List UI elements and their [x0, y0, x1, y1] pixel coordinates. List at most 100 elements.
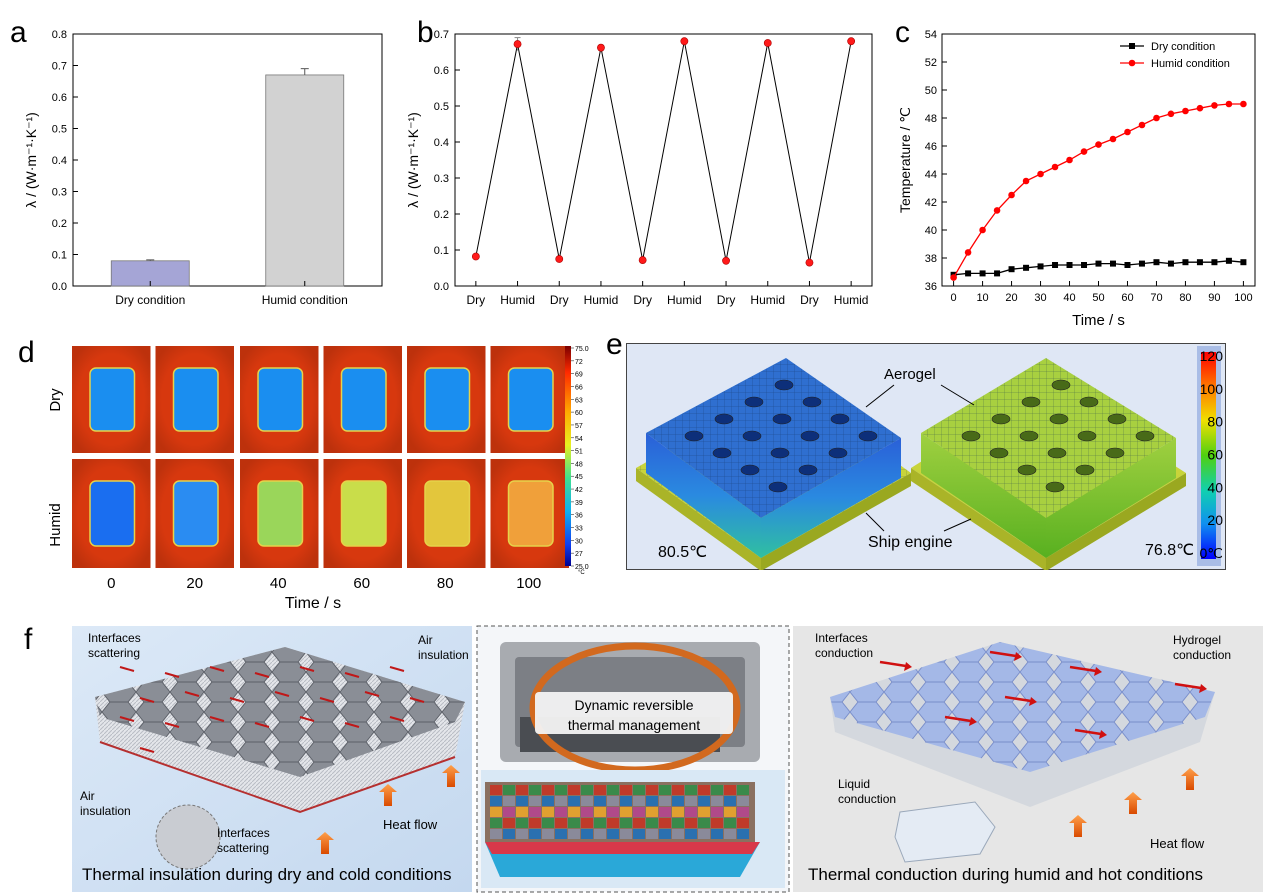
y-tick-label: 0.4 [52, 155, 67, 167]
conduction-arrow [989, 650, 1017, 658]
container [633, 829, 645, 839]
x-tick-label: Dry [717, 293, 736, 307]
container [581, 818, 593, 828]
data-point [1051, 163, 1059, 171]
hex-hole [1075, 464, 1095, 476]
data-point [1008, 191, 1015, 199]
container [607, 807, 619, 817]
data-point [1240, 259, 1247, 266]
y-tick-label: 0.7 [52, 61, 67, 73]
data-point [1066, 156, 1073, 164]
y-axis-label: Temperature / ℃ [897, 107, 913, 213]
x-tick-label: Dry [633, 293, 652, 307]
colorbar-tick-label: 100 [1200, 381, 1224, 397]
colorbar-tick-label: 40 [1207, 479, 1223, 495]
container [568, 829, 580, 839]
data-point [1138, 260, 1145, 267]
container [516, 818, 528, 828]
data-point [1240, 100, 1247, 108]
container [542, 796, 554, 806]
hex-hole [774, 379, 794, 391]
container [633, 807, 645, 817]
note-left-interfaces-1: Interfaces scattering [88, 631, 141, 660]
conduction-arrow-head [1199, 684, 1207, 693]
container [672, 829, 684, 839]
conduction-arrow [1069, 665, 1097, 673]
note-left-air-2: Air insulation [80, 789, 131, 818]
data-point [1081, 262, 1088, 268]
hex-hole [830, 413, 850, 425]
container [698, 829, 710, 839]
scatter-arrow [319, 697, 335, 703]
data-point [1023, 264, 1030, 271]
container [672, 807, 684, 817]
data-point [1225, 257, 1232, 264]
hex-hole [1107, 413, 1127, 425]
container [633, 796, 645, 806]
y-tick-label: 0.6 [52, 92, 67, 104]
panel-label-d: d [18, 336, 35, 369]
container [620, 785, 632, 795]
panel-label-f: f [24, 623, 33, 656]
scatter-arrow [364, 691, 380, 697]
note-line: Hydrogel [1173, 633, 1221, 647]
x-tick-label: 50 [1092, 292, 1104, 304]
container [542, 818, 554, 828]
x-tick-label: 40 [1063, 292, 1075, 304]
hex-hole [989, 447, 1009, 459]
container [711, 796, 723, 806]
x-tick-label: 20 [1005, 292, 1017, 304]
legend-marker [1129, 43, 1135, 49]
tile-vignette [72, 459, 151, 568]
container [516, 796, 528, 806]
legend-marker [1128, 59, 1136, 67]
colorbar-tick-label: 57 [575, 423, 583, 430]
hex-hole [714, 413, 734, 425]
x-tick-label: Dry condition [115, 293, 185, 307]
label-aerogel: Aerogel [884, 366, 936, 383]
scatter-arrow [164, 672, 180, 678]
panel-label-b: b [417, 16, 434, 49]
container [646, 807, 658, 817]
container [698, 785, 710, 795]
data-point [993, 207, 1001, 214]
container [698, 807, 710, 817]
y-tick-label: 0.8 [52, 29, 67, 41]
y-tick-label: 50 [925, 85, 937, 97]
note-right-heatflow: Heat flow [1150, 836, 1205, 851]
data-point [994, 270, 1001, 277]
y-tick-label: 0.4 [434, 137, 449, 149]
conduction-arrow [1174, 682, 1202, 690]
container [620, 796, 632, 806]
caption-right: Thermal conduction during humid and hot … [808, 865, 1203, 884]
y-tick-label: 0.5 [52, 124, 67, 136]
container [529, 785, 541, 795]
y-tick-label: 48 [925, 113, 937, 125]
conduction-arrow-head [1099, 730, 1107, 739]
scatter-arrow [299, 716, 315, 722]
colorbar-unit: °C [578, 570, 585, 576]
heat-flow-arrow [379, 784, 397, 806]
data-point [1153, 259, 1160, 266]
x-tick-label: Humid [667, 293, 702, 307]
y-tick-label: 0.2 [52, 218, 67, 230]
scatter-arrow [139, 697, 155, 703]
y-axis-label: λ / (W·m⁻¹·K⁻¹) [23, 112, 39, 208]
chart-a-thermal-conductivity-bars: 0.0 0.1 0.2 0.3 0.4 0.5 0.6 0.7 0.8 Dry condition… [23, 29, 383, 307]
y-tick-label: 0.2 [434, 209, 449, 221]
conduction-arrow-head [1029, 697, 1037, 706]
tile-vignette [240, 459, 319, 568]
container [737, 829, 749, 839]
data-point [1196, 104, 1204, 112]
colorbar-tick-label: 48 [575, 461, 583, 468]
time-label: 60 [353, 575, 370, 592]
x-tick-label: 60 [1121, 292, 1133, 304]
container [620, 818, 632, 828]
note-right-interfaces: Interfaces conduction [815, 631, 873, 660]
note-left-heatflow: Heat flow [383, 817, 438, 832]
scatter-arrow [389, 716, 405, 722]
scatter-arrow [164, 722, 180, 728]
container [711, 807, 723, 817]
middle-text-1: Dynamic reversible [574, 697, 693, 713]
colorbar-tick-label: 75.0 [575, 346, 589, 353]
